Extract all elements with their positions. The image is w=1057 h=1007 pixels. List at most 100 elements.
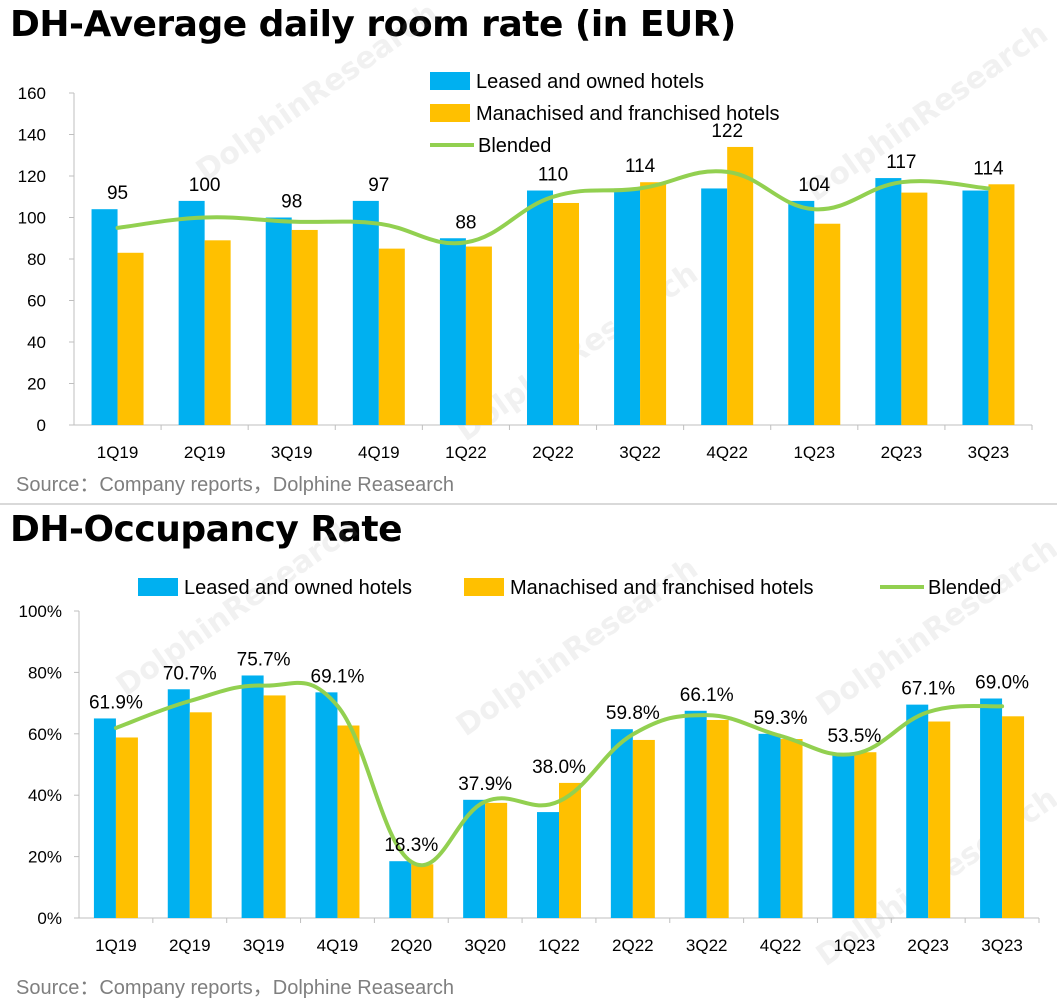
data-label-blended: 110 (538, 165, 568, 186)
bar-leased (91, 209, 118, 425)
bar-franchised (706, 719, 729, 918)
bar-franchised (1002, 716, 1025, 918)
bar-franchised (117, 252, 144, 425)
occupancy-chart: 0% 20% 40% 60% 80% 100% 1Q19 2Q19 3Q19 4Q19 2Q20 3Q… (19, 577, 1040, 955)
bar-franchised (928, 721, 951, 918)
x-tick-label: 1Q19 (95, 936, 137, 955)
bar-leased (265, 217, 292, 425)
bar-franchised (465, 246, 492, 425)
data-label-blended: 104 (798, 175, 830, 196)
y-tick-label: 20 (27, 375, 46, 394)
x-tick-label: 2Q23 (907, 936, 949, 955)
x-tick-label: 2Q19 (169, 936, 211, 955)
data-label-blended: 67.1% (901, 679, 955, 700)
bar-franchised (854, 752, 877, 918)
adr-chart: 0 20 40 60 80 100 120 140 160 1Q19 2Q19 3Q19 4Q19 1Q2… (18, 71, 1033, 462)
x-tick-label: 4Q19 (358, 443, 400, 462)
legend-label: Leased and owned hotels (184, 577, 412, 599)
legend-label: Blended (928, 577, 1001, 599)
bar-leased (315, 692, 338, 918)
data-label-blended: 18.3% (384, 835, 438, 856)
chart-title: DH-Occupancy Rate (10, 509, 403, 550)
data-label-blended: 98 (281, 192, 302, 213)
x-tick-label: 2Q20 (391, 936, 433, 955)
y-tick-label: 20% (28, 848, 62, 867)
line-blended (115, 169, 991, 246)
bar-franchised (263, 695, 286, 918)
bar-franchised (640, 182, 667, 425)
data-label-blended: 38.0% (532, 757, 586, 778)
bar-franchised (115, 737, 138, 918)
source-note: Source：Company reports，Dolphine Reasearc… (16, 474, 454, 496)
bar-leased (389, 861, 412, 918)
bar-leased (93, 718, 116, 918)
bar-franchised (632, 739, 655, 918)
bar-franchised (485, 802, 508, 918)
legend-label: Leased and owned hotels (476, 71, 704, 93)
x-tick-label: 4Q22 (706, 443, 748, 462)
data-label-blended: 100 (189, 175, 221, 196)
bar-franchised (988, 184, 1015, 425)
x-tick-label: 3Q19 (243, 936, 285, 955)
data-label-blended: 88 (455, 212, 476, 233)
y-tick-label: 80 (27, 250, 46, 269)
y-tick-label: 60% (28, 725, 62, 744)
legend-label: Manachised and franchised hotels (510, 577, 814, 599)
data-label-blended: 53.5% (827, 726, 881, 747)
x-tick-label: 2Q23 (881, 443, 923, 462)
y-tick-label: 120 (18, 167, 46, 186)
bar-leased (241, 675, 264, 918)
data-label-blended: 117 (886, 152, 916, 173)
x-tick-label: 3Q23 (981, 936, 1023, 955)
x-tick-label: 3Q20 (464, 936, 506, 955)
y-tick-label: 100% (19, 602, 62, 621)
data-label-blended: 122 (711, 121, 743, 142)
bar-leased (875, 178, 902, 425)
bar-leased (352, 200, 379, 425)
x-tick-label: 3Q19 (271, 443, 313, 462)
legend-swatch-leased (138, 578, 178, 596)
bar-franchised (337, 725, 360, 918)
chart-panel-occupancy: DH-Occupancy Rate DolphinResearch Dolphi… (0, 505, 1057, 1007)
x-tick-label: 2Q22 (612, 936, 654, 955)
y-tick-label: 0 (37, 416, 46, 435)
bar-franchised (378, 248, 405, 425)
x-tick-label: 2Q19 (184, 443, 226, 462)
bar-franchised (559, 782, 581, 918)
bar-leased (980, 698, 1003, 918)
y-tick-label: 140 (18, 126, 46, 145)
y-tick-label: 60 (27, 292, 46, 311)
x-tick-label: 1Q19 (97, 443, 139, 462)
bar-leased (439, 238, 466, 425)
bar-leased (758, 733, 781, 918)
legend-label: Blended (478, 135, 551, 157)
bar-franchised (901, 192, 928, 425)
y-tick-label: 80% (28, 663, 62, 682)
x-tick-label: 1Q23 (834, 936, 876, 955)
data-label-blended: 59.3% (754, 708, 808, 729)
y-tick-label: 40% (28, 786, 62, 805)
source-note: Source：Company reports，Dolphine Reasearc… (16, 977, 454, 999)
chart-panel-adr: DH-Average daily room rate (in EUR) Dolp… (0, 0, 1057, 505)
x-tick-label: 1Q22 (445, 443, 487, 462)
bar-leased (788, 200, 815, 425)
bar-leased (463, 799, 486, 918)
bar-leased (962, 190, 989, 425)
bar-leased (167, 689, 190, 918)
y-tick-label: 160 (18, 84, 46, 103)
bar-leased (537, 812, 559, 918)
data-label-blended: 70.7% (163, 663, 217, 684)
data-label-blended: 114 (973, 158, 1004, 179)
bar-franchised (814, 223, 841, 425)
bar-franchised (727, 146, 754, 425)
x-tick-label: 3Q22 (619, 443, 661, 462)
data-label-blended: 114 (625, 156, 656, 177)
bar-franchised (204, 240, 231, 425)
bar-franchised (189, 712, 212, 918)
data-label-blended: 61.9% (89, 692, 143, 713)
x-tick-label: 3Q23 (968, 443, 1010, 462)
y-tick-label: 40 (27, 333, 46, 352)
bar-leased (684, 710, 707, 918)
legend-label: Manachised and franchised hotels (476, 103, 780, 125)
y-tick-label: 100 (18, 209, 46, 228)
